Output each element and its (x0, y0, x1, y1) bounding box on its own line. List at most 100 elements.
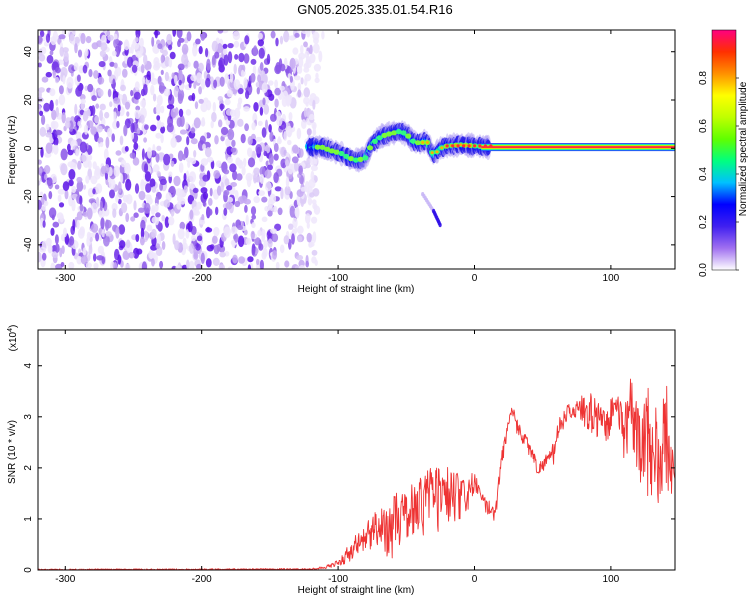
noise-blob (103, 148, 109, 160)
noise-blob (183, 172, 187, 182)
noise-blob (261, 196, 268, 203)
noise-blob (150, 77, 158, 86)
noise-blob (200, 32, 206, 41)
noise-blob (147, 147, 152, 159)
noise-blob (130, 216, 136, 222)
noise-blob (100, 42, 108, 52)
noise-blob (127, 56, 134, 68)
noise-blob (268, 124, 272, 133)
noise-blob (194, 101, 199, 110)
noise-blob (205, 47, 209, 58)
noise-blob (178, 108, 184, 117)
noise-blob (206, 156, 214, 163)
noise-blob (115, 226, 120, 239)
noise-blob (168, 44, 173, 51)
noise-blob (265, 119, 268, 130)
noise-blob (104, 111, 110, 119)
noise-blob (306, 128, 312, 136)
noise-blob (59, 46, 65, 57)
y-multiplier-close: ) (8, 325, 19, 328)
noise-blob (151, 36, 155, 47)
noise-blob (264, 205, 270, 212)
noise-blob (74, 103, 78, 115)
noise-blob (176, 117, 183, 128)
noise-blob (257, 120, 263, 126)
noise-blob (50, 262, 56, 269)
noise-blob (259, 166, 266, 176)
noise-blob (90, 126, 97, 135)
noise-blob (227, 128, 235, 141)
noise-blob (269, 193, 277, 204)
noise-blob (93, 262, 99, 269)
noise-blob (86, 120, 94, 129)
noise-blob (231, 240, 236, 248)
noise-blob (145, 183, 152, 193)
noise-blob (125, 212, 130, 223)
noise-blob (268, 80, 274, 86)
noise-blob (299, 197, 307, 205)
noise-blob (39, 191, 44, 198)
noise-blob (155, 153, 160, 163)
noise-blob (298, 165, 304, 176)
noise-blob (289, 75, 293, 83)
noise-blob (117, 104, 121, 112)
noise-blob (139, 46, 144, 54)
noise-blob (227, 156, 233, 164)
noise-blob (262, 97, 266, 106)
noise-blob (296, 127, 302, 140)
noise-blob (206, 58, 211, 71)
noise-blob (51, 109, 57, 121)
noise-blob (226, 196, 234, 203)
noise-blob (156, 171, 161, 177)
noise-blob (45, 33, 51, 43)
noise-blob (230, 226, 238, 235)
noise-blob (305, 55, 311, 65)
noise-blob (98, 234, 103, 241)
noise-blob (99, 141, 104, 148)
noise-blob (178, 162, 184, 174)
noise-blob (64, 189, 69, 200)
noise-blob (107, 69, 112, 77)
noise-blob (117, 181, 122, 194)
noise-blob (279, 244, 285, 254)
noise-blob (273, 172, 279, 184)
noise-blob (281, 113, 286, 123)
noise-blob (177, 89, 185, 101)
noise-blob (140, 114, 145, 124)
noise-blob (285, 96, 291, 107)
noise-blob (267, 210, 273, 217)
noise-blob (57, 188, 65, 195)
noise-blob (253, 196, 260, 204)
noise-blob (311, 216, 318, 224)
noise-blob (181, 43, 189, 55)
noise-blob (107, 88, 112, 98)
noise-blob (221, 30, 229, 34)
noise-blob (218, 245, 226, 253)
noise-blob (115, 194, 119, 203)
noise-blob (124, 263, 131, 269)
noise-blob (198, 98, 204, 104)
noise-blob (201, 78, 205, 90)
noise-blob (219, 251, 226, 258)
noise-blob (96, 125, 103, 133)
noise-blob (80, 98, 86, 105)
noise-blob (161, 241, 166, 250)
noise-blob (168, 57, 173, 68)
noise-blob (160, 69, 164, 75)
noise-blob (38, 62, 42, 68)
noise-blob (266, 53, 271, 65)
noise-blob (124, 162, 131, 175)
noise-blob (208, 197, 213, 206)
noise-blob (39, 30, 45, 37)
noise-blob (268, 153, 274, 165)
noise-blob (118, 224, 126, 235)
noise-blob (95, 103, 100, 109)
noise-blob (292, 47, 299, 55)
noise-blob (263, 240, 269, 249)
noise-blob (235, 160, 243, 166)
noise-blob (85, 48, 89, 57)
noise-blob (114, 66, 122, 77)
noise-blob (223, 169, 230, 175)
noise-blob (144, 163, 148, 174)
noise-blob (287, 163, 294, 175)
